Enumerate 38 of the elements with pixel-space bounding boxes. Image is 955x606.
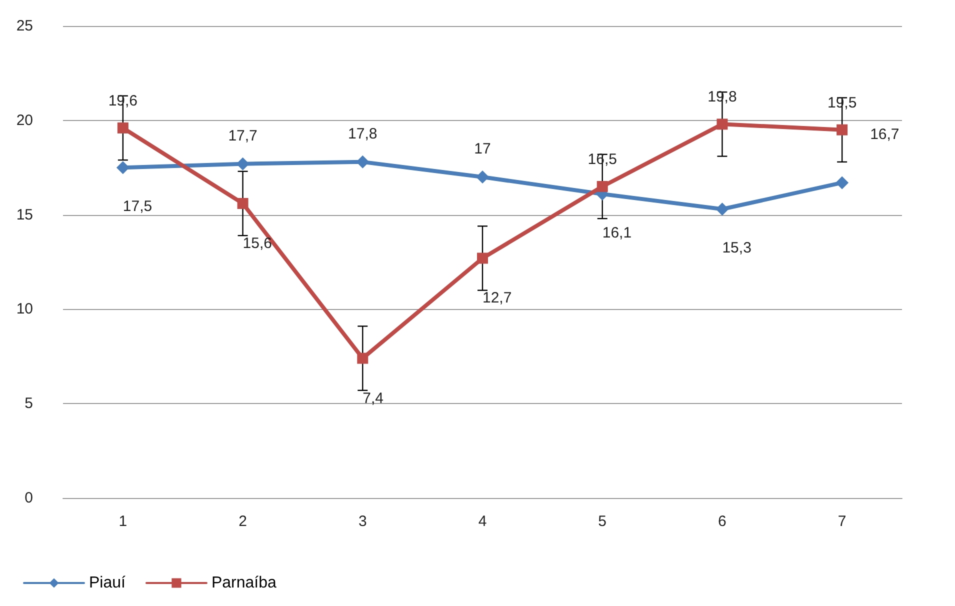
point: [236, 157, 250, 170]
y-tick-label: 10: [16, 300, 33, 318]
x-tick-label: 6: [718, 513, 726, 530]
y-tick-label: 20: [16, 112, 33, 129]
legend-label: Parnaíba: [211, 574, 277, 592]
data-label: 16,7: [870, 126, 900, 144]
point: [596, 180, 608, 192]
y-tick-label: 15: [16, 206, 33, 224]
data-label: 17,8: [348, 125, 378, 142]
data-label: 17,7: [228, 127, 258, 144]
data-label: 15,3: [722, 240, 752, 257]
data-label: 7,4: [362, 390, 384, 407]
point: [716, 202, 729, 216]
point: [836, 124, 848, 136]
data-label: 15,6: [242, 234, 272, 252]
point: [237, 198, 248, 209]
point: [117, 122, 128, 134]
y-tick-label: 0: [24, 490, 33, 506]
data-label: 17: [474, 140, 491, 158]
data-label: 17,5: [122, 198, 152, 216]
point: [477, 252, 488, 264]
point: [716, 118, 728, 130]
y-tick-label: 25: [16, 18, 33, 34]
data-label: 12,7: [482, 290, 512, 307]
y-tick-label: 5: [24, 395, 33, 412]
x-tick-label: 5: [598, 513, 607, 530]
point: [357, 352, 368, 364]
x-tick-label: 2: [238, 513, 247, 530]
x-tick-label: 1: [118, 513, 128, 530]
x-tick-label: 7: [838, 513, 846, 530]
point: [356, 155, 370, 168]
x-tick-label: 4: [478, 513, 487, 530]
point: [116, 161, 130, 174]
point: [476, 170, 489, 184]
point: [836, 176, 849, 190]
data-label: 16,1: [602, 224, 632, 242]
x-tick-label: 3: [358, 513, 367, 530]
legend-label: Piauí: [89, 574, 126, 592]
